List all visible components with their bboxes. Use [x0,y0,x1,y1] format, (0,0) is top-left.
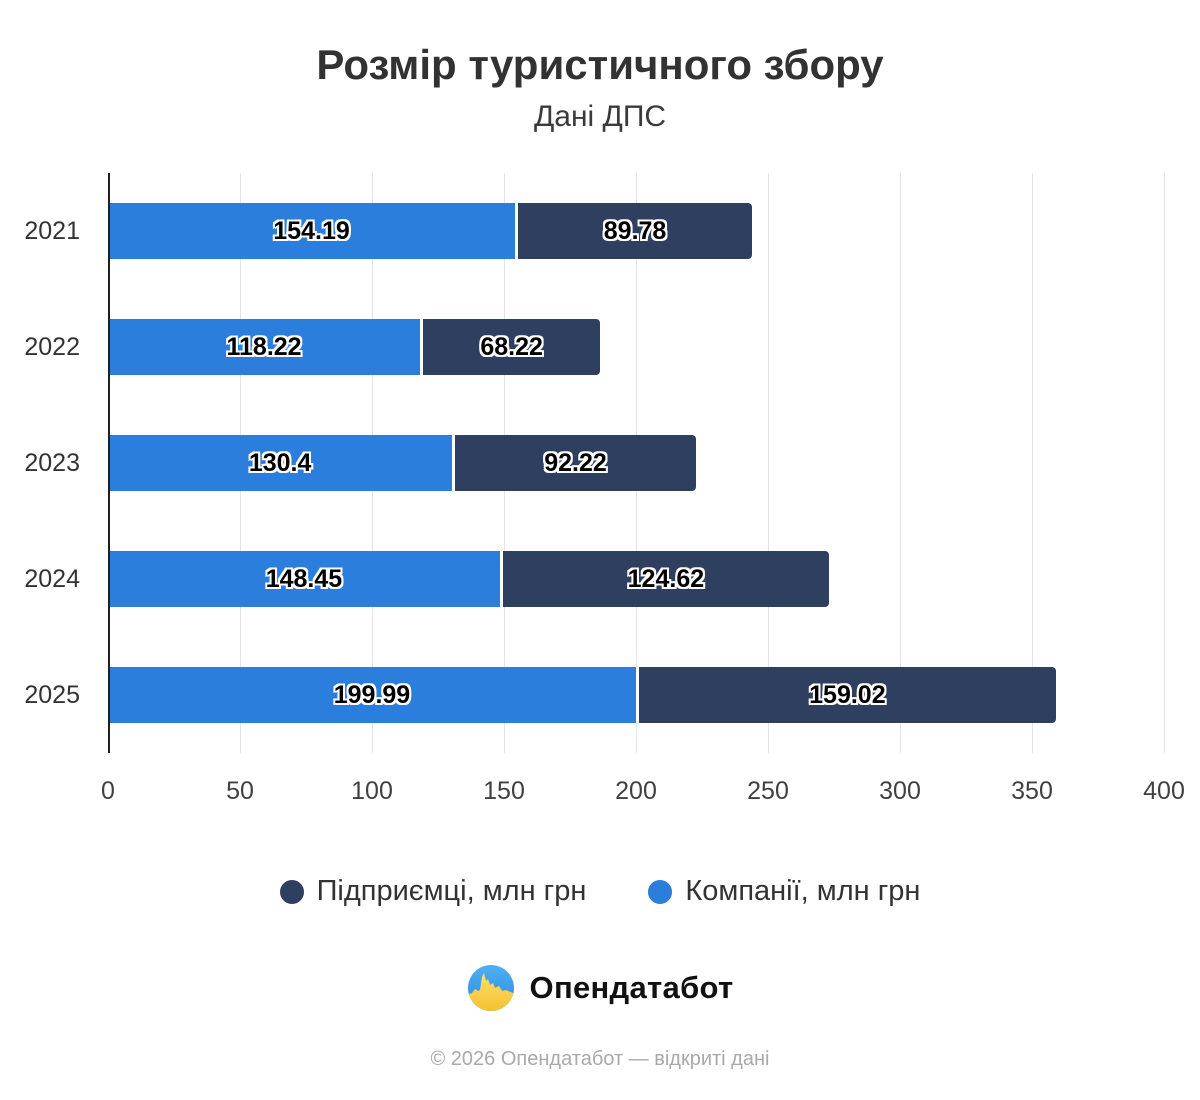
legend-item-entrepreneurs: Підприємці, млн грн [279,875,587,908]
gridline-x-400 [1164,173,1165,754]
x-axis: 0 50 100 150 200 250 300 350 400 [101,753,1185,817]
x-tick-label: 300 [879,777,921,806]
y-axis-label: 2022 [24,332,80,361]
brand-footer: Опендатабот [0,964,1200,1012]
x-tick-label: 200 [615,777,657,806]
x-tick-label: 400 [1143,777,1185,806]
bar-value-label: 89.78 [603,216,667,245]
y-axis-label: 2024 [24,564,80,593]
y-axis-label: 2023 [24,448,80,477]
chart-title: Розмір туристичного збору [316,41,884,88]
bar-segment: 148.45 [108,551,500,608]
stacked-bar-chart: 2021 154.19 89.78 2022 118.22 68.22 2023 130.4 9… [24,173,1185,817]
bar-segment: 130.4 [108,435,453,492]
bar-value-label: 92.22 [544,448,607,477]
x-tick-label: 50 [226,777,254,806]
copyright-text: © 2026 Опендатабот — відкриті дані [430,1048,770,1071]
bar-segment: 154.19 [108,203,516,260]
x-tick-label: 0 [101,777,115,806]
bar-value-label: 118.22 [226,332,302,361]
bar-value-label: 199.99 [333,680,411,709]
legend-label: Підприємці, млн грн [316,875,587,908]
stacked-bar: 118.22 68.22 [108,319,1164,376]
gridline-x-300 [900,173,901,754]
bar-segment: 68.22 [420,319,601,376]
gridline-x-250 [768,173,769,754]
stacked-bar: 130.4 92.22 [108,435,1164,492]
legend-item-companies: Компанії, млн грн [648,875,920,908]
bar-value-label: 124.62 [627,564,705,593]
bar-segment: 118.22 [108,319,421,376]
bar-row-2023: 2023 130.4 92.22 [24,405,1164,521]
y-axis-label: 2025 [24,680,80,709]
bar-row-2021: 2021 154.19 89.78 [24,173,1164,289]
bar-segment: 89.78 [515,203,753,260]
bar-row-2022: 2022 118.22 68.22 [24,289,1164,405]
bar-value-label: 130.4 [248,448,312,477]
y-axis-line [108,173,110,754]
plot-area: 2021 154.19 89.78 2022 118.22 68.22 2023 130.4 9… [24,173,1165,754]
legend: Підприємці, млн грн Компанії, млн грн [0,875,1200,908]
stacked-bar: 154.19 89.78 [108,203,1164,260]
gridline-x-350 [1032,173,1033,754]
y-axis-label: 2021 [24,216,80,245]
stacked-bar: 148.45 124.62 [108,551,1164,608]
companies-series-dot-icon [648,879,673,904]
stacked-bar: 199.99 159.02 [108,667,1164,724]
legend-label: Компанії, млн грн [685,875,921,908]
x-tick-label: 250 [747,777,789,806]
x-tick-label: 150 [483,777,525,806]
bar-segment: 199.99 [108,667,636,724]
chart-subtitle: Дані ДПС [533,100,667,134]
bar-row-2025: 2025 199.99 159.02 [24,637,1164,753]
bar-segment: 92.22 [452,435,696,492]
bar-row-2024: 2024 148.45 124.62 [24,521,1164,637]
x-tick-label: 350 [1011,777,1053,806]
bar-value-label: 159.02 [809,680,886,709]
entrepreneurs-series-dot-icon [279,879,304,904]
bar-value-label: 68.22 [480,332,543,361]
opendatabot-logo-icon [467,964,515,1012]
bar-value-label: 148.45 [265,564,343,593]
x-tick-label: 100 [351,777,393,806]
bar-segment: 124.62 [499,551,829,608]
bar-segment: 159.02 [635,667,1056,724]
bar-value-label: 154.19 [273,216,350,245]
brand-name: Опендатабот [529,970,734,1006]
